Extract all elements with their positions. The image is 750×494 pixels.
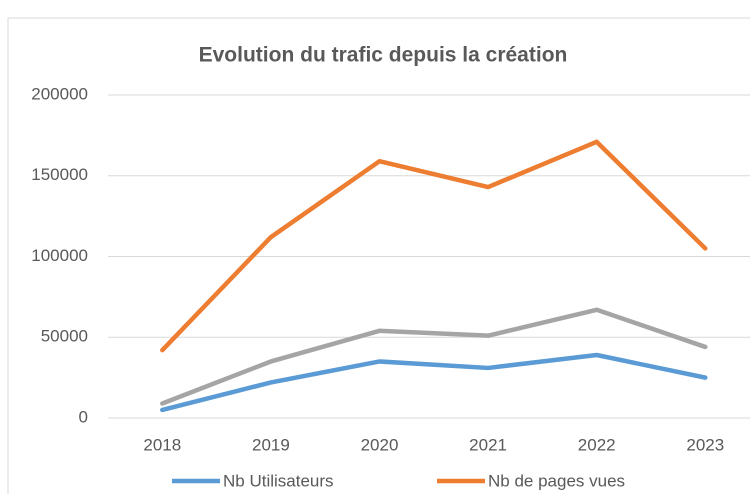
x-tick-label: 2021	[469, 435, 507, 454]
x-tick-label: 2018	[143, 435, 181, 454]
series-line	[160, 352, 708, 413]
chart-title: Evolution du trafic depuis la création	[199, 44, 568, 67]
legend-label: Nb Utilisateurs	[223, 471, 334, 490]
y-tick-label: 100000	[31, 246, 88, 265]
x-tick-label: 2019	[252, 435, 290, 454]
x-tick-label: 2022	[578, 435, 616, 454]
y-tick-label: 200000	[31, 84, 88, 103]
legend-label: Nb de pages vues	[488, 471, 625, 490]
y-tick-label: 50000	[41, 327, 88, 346]
y-tick-label: 0	[79, 407, 88, 426]
series-line	[160, 307, 708, 406]
x-tick-label: 2020	[361, 435, 399, 454]
x-tick-label: 2023	[686, 435, 724, 454]
series-line	[160, 139, 708, 353]
y-tick-label: 150000	[31, 165, 88, 184]
